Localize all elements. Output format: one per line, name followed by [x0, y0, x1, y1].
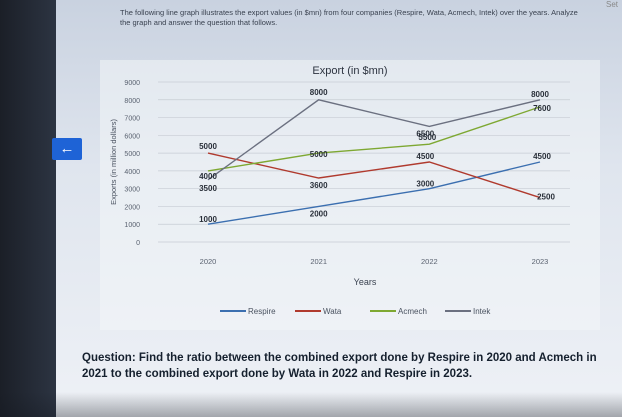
- series-line-wata: [207, 152, 541, 199]
- y-tick-label: 5000: [124, 151, 140, 158]
- series-line-acmech: [207, 106, 541, 172]
- data-label: 5000: [310, 150, 328, 159]
- data-label: 4500: [533, 152, 551, 161]
- x-tick-label: 2022: [421, 257, 438, 266]
- arrow-left-icon: ←: [59, 140, 75, 157]
- data-label: 3600: [310, 181, 328, 190]
- data-label: 6500: [416, 129, 434, 138]
- x-tick-label: 2020: [200, 257, 217, 266]
- y-axis-label: Exports (in million dollars): [109, 119, 118, 205]
- data-label: 7600: [533, 104, 551, 113]
- back-button[interactable]: ←: [52, 138, 82, 160]
- chart-background: [100, 60, 600, 330]
- y-tick-label: 4000: [124, 169, 140, 176]
- data-label: 8000: [310, 88, 328, 97]
- data-label: 8000: [531, 90, 549, 99]
- intro-text: The following line graph illustrates the…: [120, 8, 578, 27]
- data-label: 4000: [199, 172, 217, 181]
- legend-label: Intek: [473, 307, 491, 316]
- chart-title: Export (in $mn): [312, 65, 387, 77]
- y-tick-label: 8000: [124, 98, 140, 105]
- series-line-intek: [207, 99, 541, 181]
- x-tick-label: 2021: [310, 257, 327, 266]
- data-label: 5500: [418, 133, 436, 142]
- chart-svg: Export (in $mn) 0 1000 2000 3000 4000 5000 6000…: [100, 60, 600, 330]
- y-tick-label: 2000: [124, 204, 140, 211]
- y-tick-label: 6000: [124, 133, 140, 140]
- line-chart: Export (in $mn) 0 1000 2000 3000 4000 5000 6000…: [100, 60, 600, 330]
- y-tick-label: 9000: [124, 80, 140, 87]
- series-line-respire: [207, 161, 541, 225]
- y-tick-label: 3000: [124, 187, 140, 194]
- legend-label: Acmech: [398, 307, 427, 316]
- data-label: 3500: [199, 184, 217, 193]
- y-tick-label: 0: [136, 240, 140, 247]
- y-tick-label: 7000: [124, 116, 140, 123]
- data-label: 4500: [416, 152, 434, 161]
- legend-label: Wata: [323, 307, 342, 316]
- data-label: 1000: [199, 215, 217, 224]
- data-label: 2000: [310, 209, 328, 218]
- corner-text: Set: [605, 0, 618, 9]
- x-axis-label: Years: [354, 277, 377, 287]
- left-sidebar-strip: [0, 0, 56, 417]
- data-label: 2500: [537, 193, 555, 202]
- data-label: 5000: [199, 142, 217, 151]
- data-label: 3000: [416, 180, 434, 189]
- bottom-shade: [0, 392, 622, 417]
- question-text: Question: Find the ratio between the com…: [82, 352, 597, 380]
- legend-label: Respire: [248, 307, 276, 316]
- x-tick-label: 2023: [532, 257, 549, 266]
- y-tick-label: 1000: [124, 222, 140, 229]
